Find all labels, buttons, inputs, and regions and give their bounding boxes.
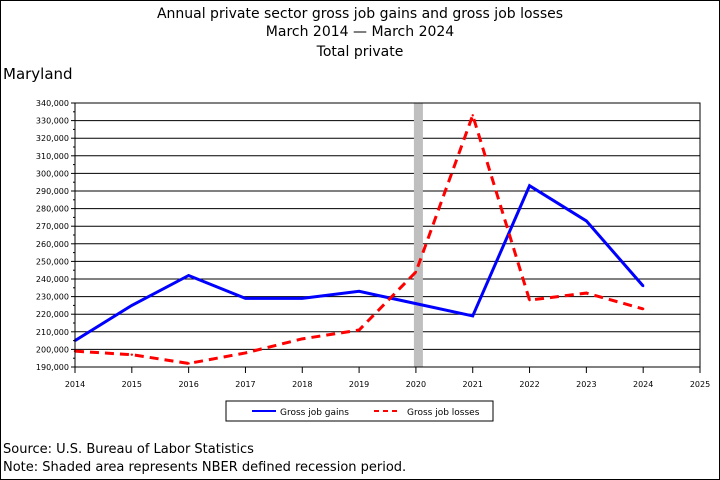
x-tick-label: 2019: [349, 380, 369, 389]
gross-job-gains-point: [130, 304, 134, 307]
x-tick-label: 2023: [576, 380, 596, 389]
axes: 190,000 200,000 210,000 220,000 230,000 240,0…: [36, 99, 710, 389]
gross-job-losses-point: [528, 298, 531, 302]
gross-job-gains-point: [301, 297, 304, 300]
recession-band: [413, 103, 423, 367]
gross-job-losses-line: [74, 110, 644, 366]
y-tick-label: 200,000: [36, 345, 69, 354]
state-label: Maryland: [3, 65, 73, 83]
gross-job-losses-point: [585, 291, 588, 295]
x-tick-label: 2025: [690, 380, 710, 389]
gross-job-losses-point: [414, 270, 418, 274]
chart-subtitle-period: March 2014 — March 2024: [265, 24, 455, 40]
gross-job-losses-point: [641, 307, 645, 311]
y-tick-label: 190,000: [36, 363, 69, 372]
y-tick-label: 220,000: [36, 310, 69, 319]
x-tick-label: 2016: [178, 380, 198, 389]
gross-job-gains-point: [585, 219, 588, 223]
x-tick-label: 2024: [633, 380, 653, 389]
y-tick-label: 270,000: [36, 222, 69, 231]
x-tick-label: 2017: [235, 380, 255, 389]
plot-border: [74, 102, 701, 368]
gross-job-losses-point: [130, 353, 134, 356]
y-tick-label: 240,000: [36, 275, 69, 284]
y-tick-label: 300,000: [36, 169, 69, 178]
chart-title: Annual private sector gross job gains an…: [156, 6, 564, 22]
gross-job-gains-legend-label: Gross job gains: [280, 408, 349, 418]
legend: Gross job gains Gross job losses: [225, 400, 494, 422]
x-tick-label: 2020: [406, 380, 426, 389]
source-note: Source: U.S. Bureau of Labor Statistics: [3, 442, 254, 457]
gross-job-losses-legend-label: Gross job losses: [407, 408, 480, 418]
line-chart: 190,000 200,000 210,000 220,000 230,000 240,0…: [36, 99, 710, 422]
y-tick-label: 340,000: [36, 99, 69, 108]
legend-box: [225, 400, 494, 422]
gross-job-gains-point: [641, 284, 645, 288]
x-tick-label: 2015: [122, 380, 142, 389]
y-tick-label: 250,000: [36, 257, 69, 266]
y-tick-label: 320,000: [36, 134, 69, 143]
gross-job-gains-point: [528, 184, 531, 187]
y-tick-label: 260,000: [36, 240, 69, 249]
gross-job-gains-point: [244, 297, 247, 300]
gross-job-gains-point: [414, 302, 418, 305]
grid: [75, 102, 700, 368]
gross-job-losses-point: [244, 351, 247, 355]
chart-subtitle-sector: Total private: [316, 44, 404, 60]
y-tick-label: 230,000: [36, 293, 69, 302]
x-tick-label: 2014: [65, 380, 85, 389]
gross-job-losses-point: [357, 328, 361, 332]
series-lines: [73, 110, 645, 366]
x-tick-label: 2021: [463, 380, 483, 389]
x-tick-label: 2022: [519, 380, 539, 389]
gross-job-losses-point: [301, 337, 304, 341]
y-tick-label: 210,000: [36, 328, 69, 337]
gross-job-losses-point: [187, 362, 190, 365]
x-tick-label: 2018: [292, 380, 312, 389]
gross-job-gains-point: [357, 290, 361, 293]
y-tick-label: 330,000: [36, 117, 69, 126]
gross-job-gains-point: [187, 274, 190, 277]
y-tick-label: 310,000: [36, 152, 69, 161]
y-tick-label: 280,000: [36, 205, 69, 214]
recession-note: Note: Shaded area represents NBER define…: [3, 460, 407, 475]
gross-job-losses-point: [471, 114, 474, 117]
recession-shading: [413, 103, 423, 367]
y-tick-label: 290,000: [36, 187, 69, 196]
gross-job-gains-point: [471, 314, 474, 318]
